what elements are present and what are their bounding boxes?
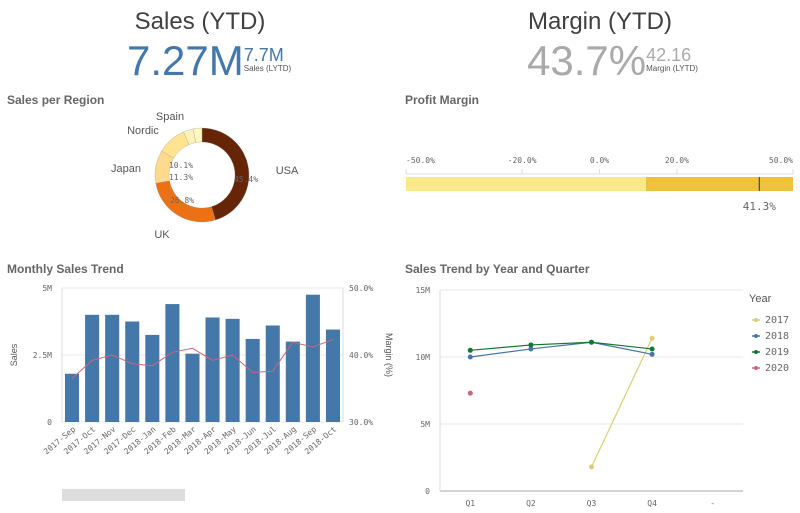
sales-kpi-compare: 7.7M — [243, 45, 284, 65]
sales-bar — [145, 334, 160, 422]
gauge-band — [645, 177, 793, 191]
monthly-trend-title: Monthly Sales Trend — [7, 262, 124, 276]
gauge-tick-label: 0.0% — [590, 156, 609, 165]
x-tick-label: Q2 — [526, 499, 536, 508]
gauge-tick-label: 20.0% — [665, 156, 689, 165]
legend-marker — [754, 318, 758, 322]
donut-category-label: Japan — [111, 163, 141, 175]
y2-tick-label: 50.0% — [349, 284, 373, 293]
sales-bar — [165, 304, 180, 422]
sales-bar — [185, 353, 200, 422]
legend-marker — [754, 366, 758, 370]
legend-title: Year — [749, 293, 772, 305]
donut-slice — [193, 127, 203, 143]
sales-bar — [265, 325, 280, 422]
sales-kpi-compare-label: Sales (LYTD) — [243, 64, 292, 73]
y-tick-label: 5M — [420, 420, 430, 429]
quarter-trend-title: Sales Trend by Year and Quarter — [405, 262, 590, 276]
legend-item: 2018 — [765, 331, 789, 342]
legend-item: 2017 — [765, 315, 789, 326]
sales-bar — [105, 314, 120, 422]
y-tick-label: 0 — [425, 487, 430, 496]
donut-data-label: 45.4% — [234, 175, 258, 184]
legend-marker — [754, 334, 758, 338]
y-tick-label: 10M — [416, 353, 431, 362]
y-tick-label: 5M — [42, 284, 52, 293]
sales-bar — [225, 318, 240, 422]
gauge-tick-label: -50.0% — [406, 156, 435, 165]
sales-kpi: 7.27M 7.7M Sales (LYTD) — [127, 40, 291, 82]
series-line-2018 — [470, 341, 653, 358]
gauge-band — [406, 177, 646, 191]
donut-category-label: USA — [276, 165, 299, 177]
y2-tick-label: 30.0% — [349, 418, 373, 427]
sales-bar — [125, 321, 140, 422]
margin-kpi-compare: 42.16 — [646, 45, 692, 65]
sales-bar — [285, 341, 300, 422]
x-tick-label: Q3 — [587, 499, 597, 508]
series-line-2017 — [590, 337, 653, 468]
legend-item: 2020 — [765, 363, 789, 374]
y-tick-label: 0 — [47, 418, 52, 427]
donut-data-label: 11.3% — [169, 173, 193, 182]
y2-tick-label: 40.0% — [349, 351, 373, 360]
margin-kpi-value: 43.7% — [527, 37, 647, 84]
sales-bar — [305, 294, 320, 422]
donut-category-label: Spain — [156, 111, 184, 123]
y-axis-title: Sales — [9, 343, 19, 366]
scrollbar-thumb[interactable] — [62, 489, 185, 501]
donut-category-label: Nordic — [127, 125, 159, 137]
sales-bar — [205, 317, 220, 422]
y-tick-label: 2.5M — [33, 351, 52, 360]
y-tick-label: 15M — [416, 286, 431, 295]
region-chart-title: Sales per Region — [7, 93, 105, 107]
donut-data-label: 10.1% — [169, 161, 193, 170]
sales-bar — [85, 314, 100, 422]
series-point-2020 — [467, 390, 473, 396]
gauge-tick-label: -20.0% — [508, 156, 537, 165]
profit-margin-title: Profit Margin — [405, 93, 479, 107]
gauge-tick-label: 50.0% — [769, 156, 793, 165]
series-line-2019 — [470, 341, 653, 351]
sales-kpi-value: 7.27M — [127, 37, 244, 84]
gauge-value-label: 41.3% — [743, 200, 776, 213]
sales-bar — [65, 373, 80, 422]
margin-kpi: 43.7% 42.16 Margin (LYTD) — [527, 40, 698, 82]
legend-marker — [754, 350, 758, 354]
sales-bar — [325, 329, 340, 422]
donut-data-label: 26.8% — [170, 196, 194, 205]
sales-kpi-title: Sales (YTD) — [134, 8, 266, 35]
margin-line — [71, 339, 334, 379]
margin-kpi-title: Margin (YTD) — [527, 8, 672, 35]
sales-bar — [245, 338, 260, 422]
margin-kpi-compare-label: Margin (LYTD) — [646, 64, 698, 73]
x-tick-label: Q1 — [465, 499, 475, 508]
legend-item: 2019 — [765, 347, 789, 358]
x-tick-label: Q4 — [647, 499, 657, 508]
y2-axis-title: Margin (%) — [384, 333, 394, 377]
x-tick-label: - — [710, 499, 715, 508]
donut-category-label: UK — [154, 229, 170, 241]
